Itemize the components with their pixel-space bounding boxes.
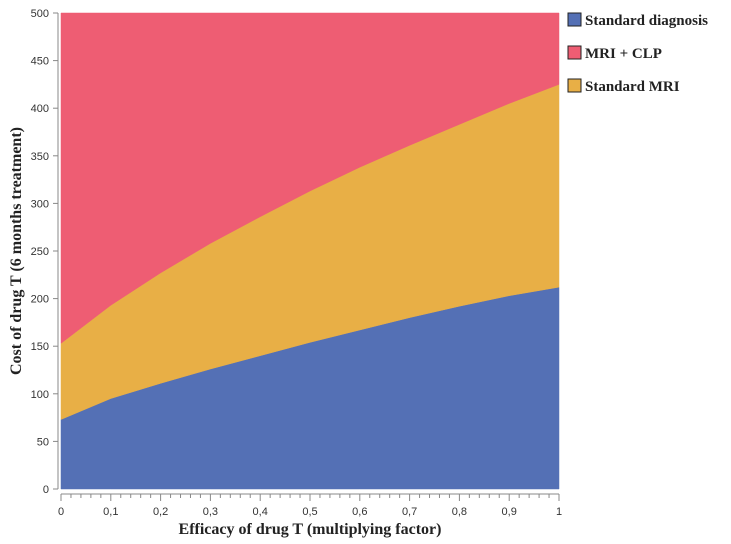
x-axis-title: Efficacy of drug T (multiplying factor) <box>179 521 442 538</box>
plot-areas <box>60 12 560 490</box>
x-ticks: 0 0,1 0,2 0,3 0,4 0,5 0,6 0,7 0,8 0,9 1 <box>58 494 562 518</box>
x-tick-label: 0,1 <box>103 506 118 518</box>
y-tick-label: 0 <box>43 484 49 496</box>
legend-swatch <box>567 78 582 93</box>
y-tick-label: 50 <box>37 436 49 448</box>
x-tick-label: 0,4 <box>253 506 268 518</box>
legend-label: MRI + CLP <box>585 46 662 62</box>
x-tick-label: 1 <box>556 506 562 518</box>
y-tick-label: 300 <box>31 198 49 210</box>
x-tick-label: 0,6 <box>352 506 367 518</box>
legend-label: Standard diagnosis <box>585 13 708 29</box>
area-mri-clp <box>60 12 560 344</box>
x-tick-label: 0,3 <box>203 506 218 518</box>
y-ticks: 0 50 100 150 200 250 300 350 400 450 500 <box>31 8 58 496</box>
y-tick-label: 450 <box>31 56 49 68</box>
y-tick-label: 400 <box>31 103 49 115</box>
legend-label: Standard MRI <box>585 79 680 95</box>
x-tick-label: 0,5 <box>302 506 317 518</box>
legend-swatch <box>567 12 582 27</box>
y-tick-label: 350 <box>31 151 49 163</box>
x-tick-label: 0,8 <box>452 506 467 518</box>
legend: Standard diagnosis MRI + CLP Standard MRI <box>567 12 708 95</box>
y-tick-label: 150 <box>31 341 49 353</box>
y-tick-label: 200 <box>31 294 49 306</box>
x-tick-label: 0,7 <box>402 506 417 518</box>
y-tick-label: 100 <box>31 389 49 401</box>
x-tick-label: 0 <box>58 506 64 518</box>
y-tick-label: 500 <box>31 8 49 20</box>
y-axis-title: Cost of drug T (6 months treatment) <box>8 127 25 375</box>
x-tick-label: 0,2 <box>153 506 168 518</box>
legend-swatch <box>567 45 582 60</box>
x-tick-label: 0,9 <box>502 506 517 518</box>
y-tick-label: 250 <box>31 246 49 258</box>
